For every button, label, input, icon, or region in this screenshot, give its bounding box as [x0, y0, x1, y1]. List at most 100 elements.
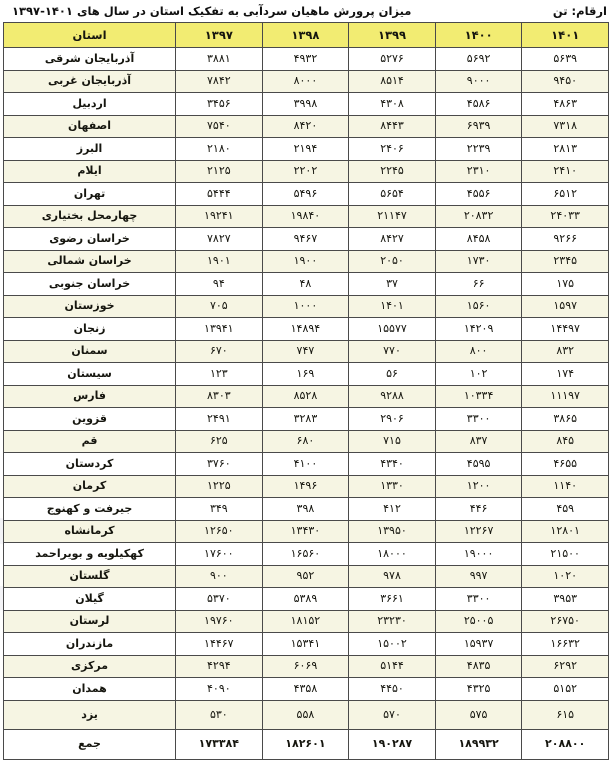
cell-year-1401: ۲۰۸۸۰۰	[521, 728, 609, 760]
cell-year-1400: ۱۲۰۰	[434, 474, 523, 498]
page-title: میزان پرورش ماهیان سردآبی به تفکیک استان…	[12, 4, 412, 18]
table-row: ۱۲۸۰۱ ۱۲۲۶۷ ۱۳۹۵۰ ۱۳۴۳۰ ۱۲۶۵۰ کرمانشاه	[3, 519, 609, 543]
cell-year-1398: ۴۸	[261, 272, 350, 296]
cell-year-1398: ۴۹۳۲	[261, 47, 350, 71]
data-table-container: ۱۴۰۱ ۱۴۰۰ ۱۳۹۹ ۱۳۹۸ ۱۳۹۷ استان ۵۶۳۹ ۵۶۹۲ ۵…	[0, 22, 613, 760]
cell-province-name: یزد	[3, 699, 177, 730]
cell-province-name: قم	[3, 429, 177, 453]
cell-province-name: کرمانشاه	[3, 519, 177, 543]
cell-year-1401: ۹۴۵۰	[521, 69, 609, 93]
table-row: ۱۶۶۳۲ ۱۵۹۳۷ ۱۵۰۰۲ ۱۵۳۴۱ ۱۴۴۶۷ مازندران	[3, 632, 609, 656]
cell-year-1399: ۹۷۸	[348, 564, 436, 588]
cell-year-1399: ۵۷۰	[348, 699, 436, 730]
cell-year-1399: ۷۱۵	[348, 429, 436, 453]
column-header-1397: ۱۳۹۷	[175, 22, 263, 48]
cell-year-1400: ۱۹۰۰۰	[434, 542, 523, 566]
cell-year-1398: ۳۲۸۳	[261, 407, 350, 431]
cell-province-name: ایلام	[3, 159, 177, 183]
cell-year-1399: ۱۵۰۰۲	[348, 632, 436, 656]
cell-year-1401: ۱۵۹۷	[521, 294, 609, 318]
cell-province-name: خراسان شمالی	[3, 249, 177, 273]
column-header-province: استان	[3, 22, 177, 48]
cell-year-1400: ۹۹۷	[434, 564, 523, 588]
table-row: ۲۸۱۳ ۲۲۳۹ ۲۴۰۶ ۲۱۹۴ ۲۱۸۰ البرز	[3, 137, 609, 161]
cell-year-1397: ۷۰۵	[175, 294, 263, 318]
table-row: ۵۱۵۲ ۴۳۲۵ ۴۴۵۰ ۴۳۵۸ ۴۰۹۰ همدان	[3, 677, 609, 701]
cell-year-1398: ۱۸۱۵۲	[261, 609, 350, 633]
cell-year-1401: ۱۲۸۰۱	[521, 519, 609, 543]
cell-year-1401: ۲۳۴۵	[521, 249, 609, 273]
cell-province-name: همدان	[3, 677, 177, 701]
cell-year-1401: ۲۱۵۰۰	[521, 542, 609, 566]
cell-province-name: گیلان	[3, 587, 177, 611]
cell-year-1400: ۲۲۳۹	[434, 137, 523, 161]
table-row: ۱۱۴۰ ۱۲۰۰ ۱۳۳۰ ۱۴۹۶ ۱۲۲۵ کرمان	[3, 474, 609, 498]
cell-year-1400: ۱۰۲	[434, 362, 523, 386]
cell-province-name: کهکیلویه و بویراحمد	[3, 542, 177, 566]
table-body: ۵۶۳۹ ۵۶۹۲ ۵۲۷۶ ۴۹۳۲ ۳۸۸۱ آذربایجان شرقی ۹۴۵۰ ۹۰…	[3, 47, 609, 760]
cell-year-1397: ۲۱۲۵	[175, 159, 263, 183]
table-row: ۲۴۰۳۳ ۲۰۸۳۲ ۲۱۱۴۷ ۱۹۸۴۰ ۱۹۲۴۱ چهارمحل بختیاری	[3, 204, 609, 228]
table-row: ۵۶۳۹ ۵۶۹۲ ۵۲۷۶ ۴۹۳۲ ۳۸۸۱ آذربایجان شرقی	[3, 47, 609, 71]
cell-year-1401: ۵۱۵۲	[521, 677, 609, 701]
column-header-1398: ۱۳۹۸	[261, 22, 350, 48]
cell-year-1398: ۷۴۷	[261, 339, 350, 363]
cell-year-1401: ۸۳۲	[521, 339, 609, 363]
cell-year-1397: ۳۸۸۱	[175, 47, 263, 71]
cell-year-1399: ۸۴۲۷	[348, 227, 436, 251]
cell-year-1401: ۵۶۳۹	[521, 47, 609, 71]
table-row: ۴۸۶۳ ۴۵۸۶ ۴۳۰۸ ۳۹۹۸ ۳۴۵۶ اردبیل	[3, 92, 609, 116]
cell-total-label: جمع	[3, 728, 177, 760]
table-head: ۱۴۰۱ ۱۴۰۰ ۱۳۹۹ ۱۳۹۸ ۱۳۹۷ استان	[3, 22, 609, 48]
cell-year-1398: ۲۱۹۴	[261, 137, 350, 161]
cell-year-1401: ۶۵۱۲	[521, 182, 609, 206]
cell-year-1397: ۶۲۵	[175, 429, 263, 453]
cell-province-name: آذربایجان غربی	[3, 69, 177, 93]
cell-year-1401: ۱۱۴۰	[521, 474, 609, 498]
cell-year-1398: ۱۹۰۰	[261, 249, 350, 273]
cell-year-1401: ۴۸۶۳	[521, 92, 609, 116]
cell-year-1397: ۵۴۴۴	[175, 182, 263, 206]
cell-province-name: فارس	[3, 384, 177, 408]
cell-year-1397: ۶۷۰	[175, 339, 263, 363]
cell-year-1400: ۵۷۵	[434, 699, 523, 730]
table-row: ۹۲۶۶ ۸۴۵۸ ۸۴۲۷ ۹۴۶۷ ۷۸۲۷ خراسان رضوی	[3, 227, 609, 251]
cell-province-name: تهران	[3, 182, 177, 206]
cell-province-name: خراسان رضوی	[3, 227, 177, 251]
cell-year-1397: ۷۸۲۷	[175, 227, 263, 251]
table-row: ۱۷۴ ۱۰۲ ۵۶ ۱۶۹ ۱۲۳ سیستان	[3, 362, 609, 386]
cell-year-1397: ۳۴۹	[175, 497, 263, 521]
cell-year-1398: ۲۲۰۲	[261, 159, 350, 183]
cell-year-1400: ۴۵۵۶	[434, 182, 523, 206]
cell-year-1401: ۳۸۶۵	[521, 407, 609, 431]
cell-year-1401: ۶۲۹۲	[521, 654, 609, 678]
cell-year-1398: ۱۰۰۰	[261, 294, 350, 318]
cell-year-1398: ۶۰۶۹	[261, 654, 350, 678]
cell-year-1401: ۱۶۶۳۲	[521, 632, 609, 656]
cell-year-1401: ۴۵۹	[521, 497, 609, 521]
cell-year-1398: ۵۵۸	[261, 699, 350, 730]
cell-year-1399: ۲۱۱۴۷	[348, 204, 436, 228]
cell-year-1400: ۱۲۲۶۷	[434, 519, 523, 543]
cell-year-1399: ۴۳۴۰	[348, 452, 436, 476]
cell-year-1401: ۷۳۱۸	[521, 114, 609, 138]
table-row: ۳۹۵۳ ۳۳۰۰ ۳۶۶۱ ۵۳۸۹ ۵۳۷۰ گیلان	[3, 587, 609, 611]
table-row: ۶۵۱۲ ۴۵۵۶ ۵۶۵۴ ۵۴۹۶ ۵۴۴۴ تهران	[3, 182, 609, 206]
cell-year-1397: ۱۲۶۵۰	[175, 519, 263, 543]
cell-year-1400: ۱۸۹۹۳۲	[434, 728, 523, 760]
cell-year-1401: ۲۴۰۳۳	[521, 204, 609, 228]
table-row: ۲۳۴۵ ۱۷۳۰ ۲۰۵۰ ۱۹۰۰ ۱۹۰۱ خراسان شمالی	[3, 249, 609, 273]
cell-year-1399: ۲۴۰۶	[348, 137, 436, 161]
table-header-row: ۱۴۰۱ ۱۴۰۰ ۱۳۹۹ ۱۳۹۸ ۱۳۹۷ استان	[3, 22, 609, 48]
cell-province-name: خوزستان	[3, 294, 177, 318]
cell-year-1400: ۸۳۷	[434, 429, 523, 453]
cell-year-1398: ۶۸۰	[261, 429, 350, 453]
cell-year-1399: ۱۸۰۰۰	[348, 542, 436, 566]
cell-year-1397: ۹۰۰	[175, 564, 263, 588]
column-header-1399: ۱۳۹۹	[348, 22, 436, 48]
table-row: ۱۵۹۷ ۱۵۶۰ ۱۴۰۱ ۱۰۰۰ ۷۰۵ خوزستان	[3, 294, 609, 318]
cell-year-1398: ۸۰۰۰	[261, 69, 350, 93]
table-row: ۱۷۵ ۶۶ ۳۷ ۴۸ ۹۴ خراسان جنوبی	[3, 272, 609, 296]
cell-year-1399: ۸۴۴۳	[348, 114, 436, 138]
cell-province-name: البرز	[3, 137, 177, 161]
